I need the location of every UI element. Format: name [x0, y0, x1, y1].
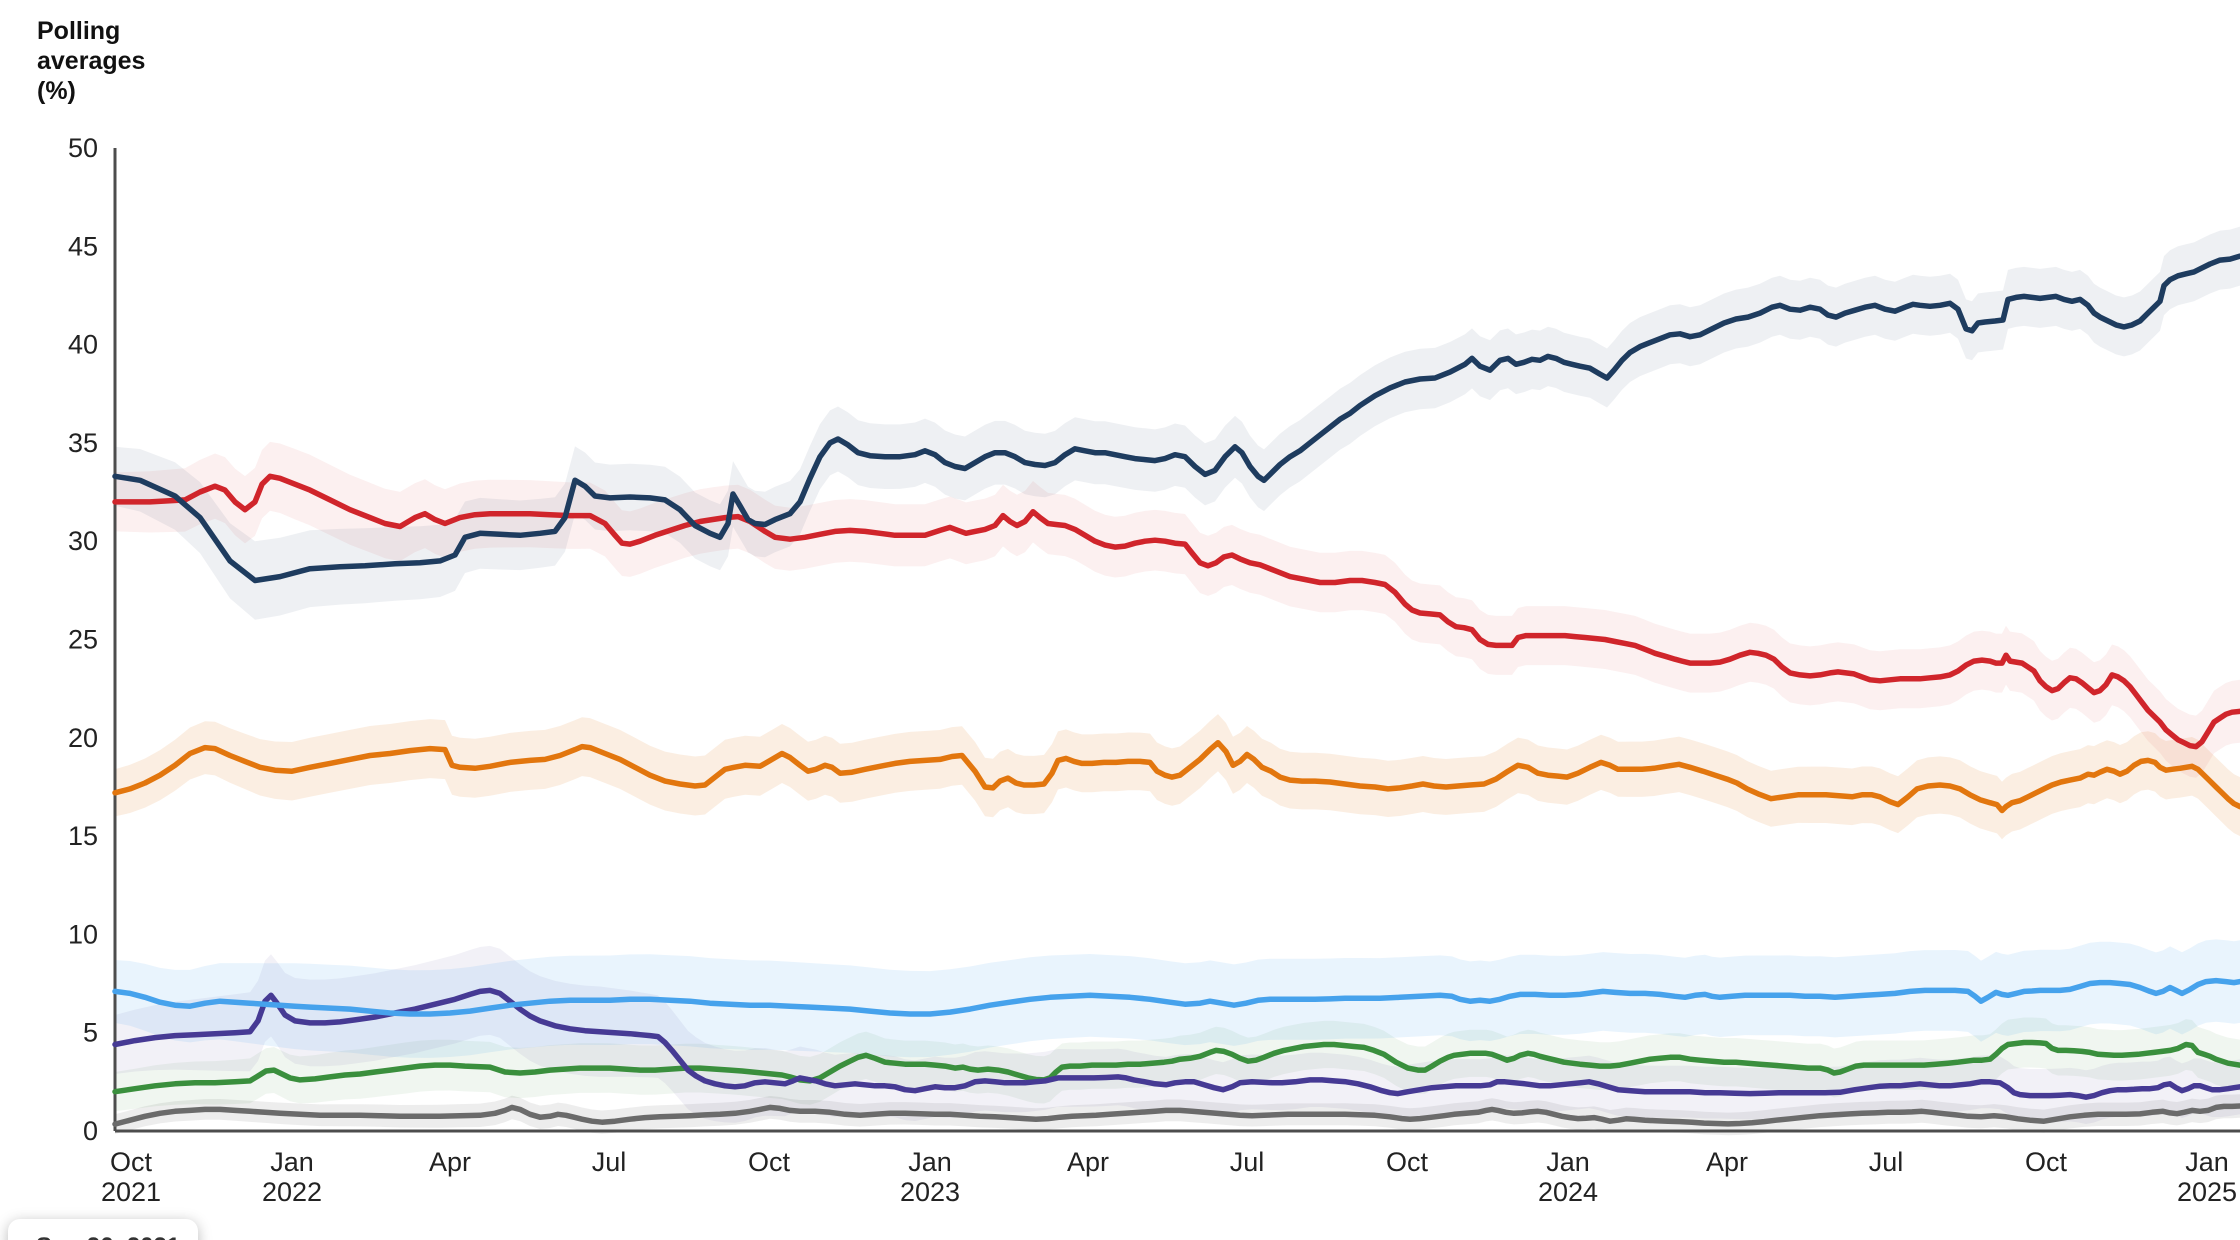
x-tick-label-Oct: Oct — [2025, 1147, 2068, 1177]
chart-title-line3: (%) — [37, 77, 76, 105]
x-tick-year-2023: 2023 — [900, 1177, 960, 1207]
x-tick-year-2025: 2025 — [2177, 1177, 2237, 1207]
purple-polling-line — [112, 987, 2240, 1100]
gray-polling-line — [112, 1103, 2240, 1127]
x-tick-year-2024: 2024 — [1538, 1177, 1598, 1207]
x-tick-label-Oct: Oct — [1386, 1147, 1429, 1177]
x-tick-label-Apr: Apr — [1706, 1147, 1748, 1177]
y-tick-label-50: 50 — [68, 133, 98, 163]
date-range-handle-label[interactable]: Sep 26, 2021 — [8, 1219, 198, 1240]
light-blue-polling-line — [112, 977, 2240, 1017]
y-tick-label-5: 5 — [83, 1018, 98, 1048]
x-tick-label-Apr: Apr — [1067, 1147, 1109, 1177]
chart-title-line1: Polling — [37, 17, 121, 45]
navy-confidence-band — [115, 226, 2240, 620]
chart-title: Polling averages (%) — [37, 16, 145, 106]
y-tick-label-35: 35 — [68, 428, 98, 458]
y-tick-label-20: 20 — [68, 723, 98, 753]
x-tick-label-Jan-2024: Jan — [1546, 1147, 1590, 1177]
x-tick-label-Jan-2023: Jan — [908, 1147, 952, 1177]
red-confidence-band — [115, 441, 2240, 778]
orange-polling-line — [112, 739, 2240, 814]
y-tick-label-10: 10 — [68, 919, 98, 949]
y-tick-label-0: 0 — [83, 1116, 98, 1146]
x-tick-label-Oct: Oct — [748, 1147, 791, 1177]
x-tick-label-Jan-2025: Jan — [2185, 1147, 2229, 1177]
navy-polling-line — [112, 253, 2240, 584]
light-blue-confidence-band — [115, 939, 2240, 1058]
y-tick-label-45: 45 — [68, 231, 98, 261]
y-tick-label-15: 15 — [68, 821, 98, 851]
x-tick-label-Oct-2021: Oct — [110, 1147, 153, 1177]
date-range-start-text: Sep 26, 2021 — [36, 1233, 180, 1240]
x-tick-label-Jul: Jul — [592, 1147, 627, 1177]
red-polling-line — [112, 473, 2240, 750]
y-tick-label-40: 40 — [68, 330, 98, 360]
x-tick-label-Apr: Apr — [429, 1147, 471, 1177]
x-tick-label-Jul: Jul — [1869, 1147, 1904, 1177]
green-polling-line — [112, 1039, 2240, 1095]
x-tick-label-Jan-2022: Jan — [270, 1147, 314, 1177]
x-tick-year-2021: 2021 — [101, 1177, 161, 1207]
y-tick-label-25: 25 — [68, 625, 98, 655]
y-tick-label-30: 30 — [68, 526, 98, 556]
chart-title-line2: averages — [37, 47, 146, 75]
green-confidence-band — [115, 1017, 2240, 1112]
x-tick-label-Jul: Jul — [1230, 1147, 1265, 1177]
x-tick-year-2022: 2022 — [262, 1177, 322, 1207]
purple-confidence-band — [115, 945, 2240, 1124]
